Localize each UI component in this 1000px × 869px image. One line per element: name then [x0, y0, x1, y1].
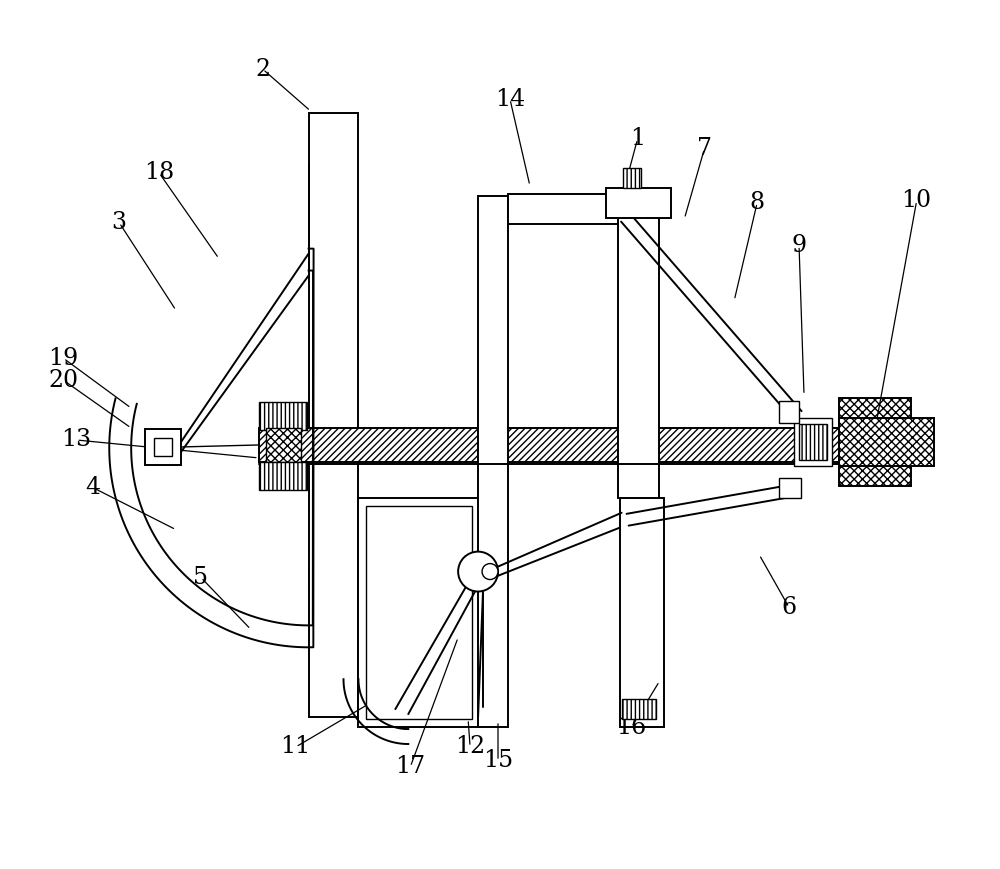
Bar	[779, 478, 801, 498]
Text: 2: 2	[255, 57, 270, 81]
Text: 16: 16	[616, 715, 647, 739]
Text: 17: 17	[395, 755, 425, 779]
Circle shape	[458, 552, 498, 592]
Bar	[622, 700, 656, 719]
Bar	[309, 113, 358, 717]
Bar	[366, 506, 472, 719]
Text: 8: 8	[750, 191, 765, 215]
Bar	[266, 428, 301, 462]
Text: 5: 5	[193, 566, 208, 589]
Text: 19: 19	[48, 347, 79, 369]
Text: 11: 11	[281, 735, 311, 759]
Bar	[606, 188, 671, 218]
Bar	[623, 168, 641, 188]
Text: 10: 10	[902, 189, 932, 212]
Bar	[508, 194, 618, 223]
Text: 7: 7	[697, 137, 712, 161]
Bar	[620, 498, 664, 727]
Text: 15: 15	[483, 749, 513, 773]
Text: 9: 9	[791, 234, 807, 257]
Bar	[358, 498, 480, 727]
Bar	[779, 401, 799, 423]
Bar	[154, 438, 172, 456]
Text: 3: 3	[112, 211, 127, 234]
Circle shape	[482, 564, 498, 580]
Bar	[839, 398, 911, 486]
Text: 6: 6	[782, 596, 797, 619]
Bar	[259, 402, 307, 430]
Text: 4: 4	[86, 476, 101, 500]
Text: 12: 12	[455, 735, 485, 759]
Bar	[794, 418, 832, 466]
Bar	[839, 418, 934, 466]
Text: 14: 14	[495, 88, 525, 110]
Text: 18: 18	[144, 162, 174, 184]
Text: 13: 13	[61, 428, 91, 452]
Bar	[478, 196, 508, 727]
Text: 1: 1	[630, 128, 645, 150]
Bar	[618, 196, 659, 498]
Bar	[259, 462, 307, 490]
Text: 20: 20	[48, 368, 78, 392]
Bar	[799, 424, 827, 460]
Bar	[145, 429, 181, 465]
Bar	[259, 428, 839, 462]
